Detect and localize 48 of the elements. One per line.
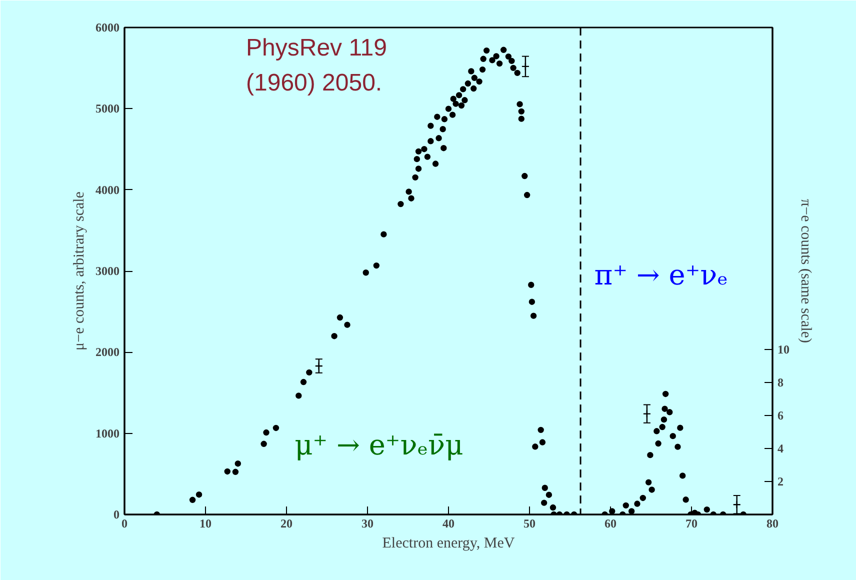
- y-tick-label: 3000: [96, 264, 120, 278]
- point: [732, 500, 741, 509]
- y-tick-label: 5000: [96, 102, 120, 116]
- point: [645, 479, 652, 486]
- point: [704, 506, 710, 513]
- x-tick-label: 60: [604, 516, 616, 530]
- y-tick-label: 4000: [96, 182, 120, 197]
- y-tick-label: 6000: [96, 20, 120, 34]
- point: [674, 444, 681, 450]
- point: [677, 424, 684, 431]
- point: [640, 494, 646, 502]
- y2-axis-title: π−e counts (same scale): [798, 199, 814, 343]
- point: [622, 502, 629, 509]
- point: [660, 416, 668, 423]
- x-axis-title: Electron energy, MeV: [382, 536, 515, 552]
- y2-tick-label: 4: [778, 441, 784, 456]
- point: [647, 452, 654, 458]
- x-tick-label: 20: [280, 516, 292, 530]
- y2-tick-label: 10: [778, 342, 790, 356]
- y-tick-label: 0: [114, 508, 120, 522]
- point: [654, 428, 660, 434]
- point: [670, 432, 676, 440]
- y2-tick-label: 2: [778, 474, 784, 488]
- point: [642, 410, 652, 418]
- y2-tick-label: 6: [778, 408, 784, 422]
- x-tick-label: 40: [442, 516, 454, 530]
- x-tick-label: 80: [766, 516, 778, 530]
- annotation: PhysRev 119 (1960) 2050.: [246, 34, 387, 96]
- point: [666, 409, 673, 416]
- annotation: μ⁺ → e⁺νₑν̄μ: [294, 428, 464, 462]
- point: [648, 486, 655, 493]
- y2-tick-label: 8: [778, 375, 784, 390]
- point: [628, 508, 635, 514]
- point: [659, 424, 666, 430]
- point: [634, 500, 640, 507]
- annotation: π⁺ → e⁺νₑ: [594, 258, 728, 292]
- y-tick-label: 2000: [96, 345, 120, 360]
- point: [662, 390, 669, 398]
- point: [662, 406, 668, 412]
- point: [679, 472, 686, 479]
- x-tick-label: 50: [524, 516, 536, 530]
- x-tick-label: 10: [200, 516, 212, 530]
- x-tick-label: 30: [362, 516, 374, 530]
- point: [655, 440, 662, 447]
- point: [682, 496, 689, 503]
- y-tick-label: 1000: [96, 426, 120, 440]
- x-tick-label: 70: [686, 516, 698, 530]
- y-axis-title: μ−e counts, arbitrary scale: [72, 191, 88, 350]
